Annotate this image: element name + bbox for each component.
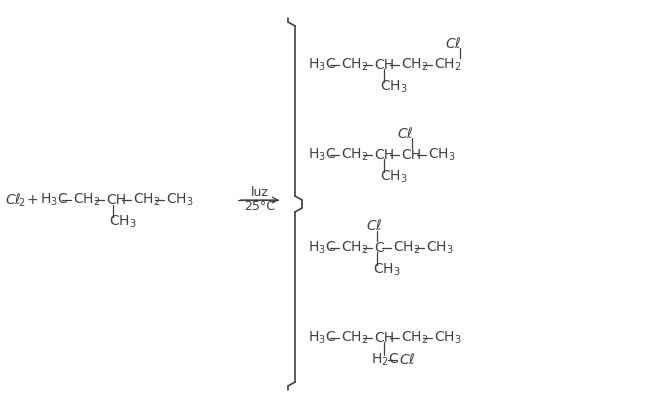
Text: CH$_2$: CH$_2$ — [341, 240, 369, 256]
Text: CH$_3$: CH$_3$ — [426, 240, 454, 256]
Text: CH$_2$: CH$_2$ — [133, 192, 160, 208]
Text: H$_3$C: H$_3$C — [40, 192, 68, 208]
Text: CH: CH — [374, 148, 394, 162]
Text: 2: 2 — [18, 198, 24, 208]
Text: H$_3$C: H$_3$C — [308, 147, 336, 163]
Text: CH$_2$: CH$_2$ — [434, 57, 462, 73]
Text: +: + — [27, 193, 39, 207]
Text: CH$_3$: CH$_3$ — [166, 192, 194, 208]
Text: CH$_2$: CH$_2$ — [401, 57, 428, 73]
Text: CH$_2$: CH$_2$ — [393, 240, 421, 256]
Text: H$_2$C: H$_2$C — [371, 352, 399, 368]
Text: CH$_3$: CH$_3$ — [428, 147, 456, 163]
Text: CH: CH — [401, 148, 421, 162]
Text: H$_3$C: H$_3$C — [308, 240, 336, 256]
Text: $C\ell$: $C\ell$ — [445, 35, 461, 50]
Text: CH$_2$: CH$_2$ — [73, 192, 100, 208]
Text: CH: CH — [374, 58, 394, 72]
Text: C: C — [374, 241, 384, 255]
Text: $C\ell$: $C\ell$ — [5, 193, 22, 208]
Text: CH$_2$: CH$_2$ — [341, 147, 369, 163]
Text: CH: CH — [374, 331, 394, 345]
Text: CH$_2$: CH$_2$ — [401, 330, 428, 346]
Text: CH$_3$: CH$_3$ — [434, 330, 462, 346]
Text: H$_3$C: H$_3$C — [308, 330, 336, 346]
Text: $C\ell$: $C\ell$ — [399, 353, 415, 368]
Text: 25°C: 25°C — [244, 201, 276, 214]
Text: luz: luz — [251, 187, 269, 199]
Text: CH$_3$: CH$_3$ — [373, 262, 401, 278]
Text: $C\ell$: $C\ell$ — [365, 218, 383, 233]
Text: $C\ell$: $C\ell$ — [397, 125, 413, 141]
Text: CH$_3$: CH$_3$ — [380, 169, 407, 185]
Text: CH: CH — [106, 193, 126, 207]
Text: CH$_2$: CH$_2$ — [341, 330, 369, 346]
Text: CH$_3$: CH$_3$ — [380, 79, 407, 95]
Text: CH$_2$: CH$_2$ — [341, 57, 369, 73]
Text: CH$_3$: CH$_3$ — [109, 214, 137, 230]
Text: H$_3$C: H$_3$C — [308, 57, 336, 73]
